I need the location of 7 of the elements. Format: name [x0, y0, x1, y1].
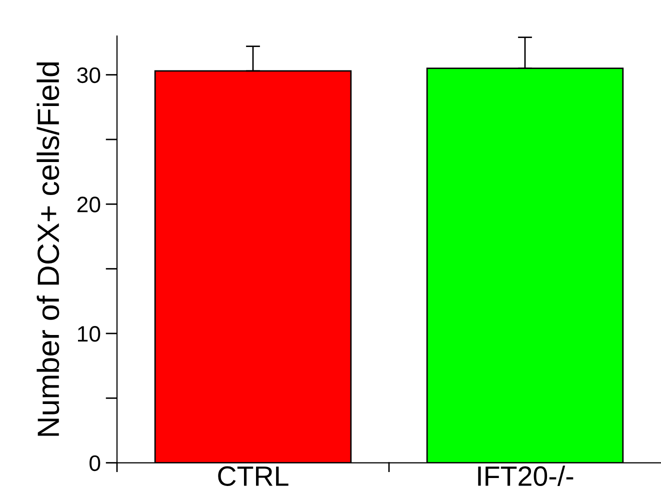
- x-tick-label: IFT20-/-: [478, 466, 574, 486]
- y-tick-label: 30: [77, 67, 100, 84]
- y-tick-label: 20: [77, 196, 100, 212]
- x-tick-label: CTRL: [218, 466, 288, 486]
- y-tick-label: 10: [78, 326, 100, 342]
- y-tick-label: 0: [90, 455, 100, 472]
- y-axis-title: Number of DCX+ cells/Field: [36, 62, 60, 436]
